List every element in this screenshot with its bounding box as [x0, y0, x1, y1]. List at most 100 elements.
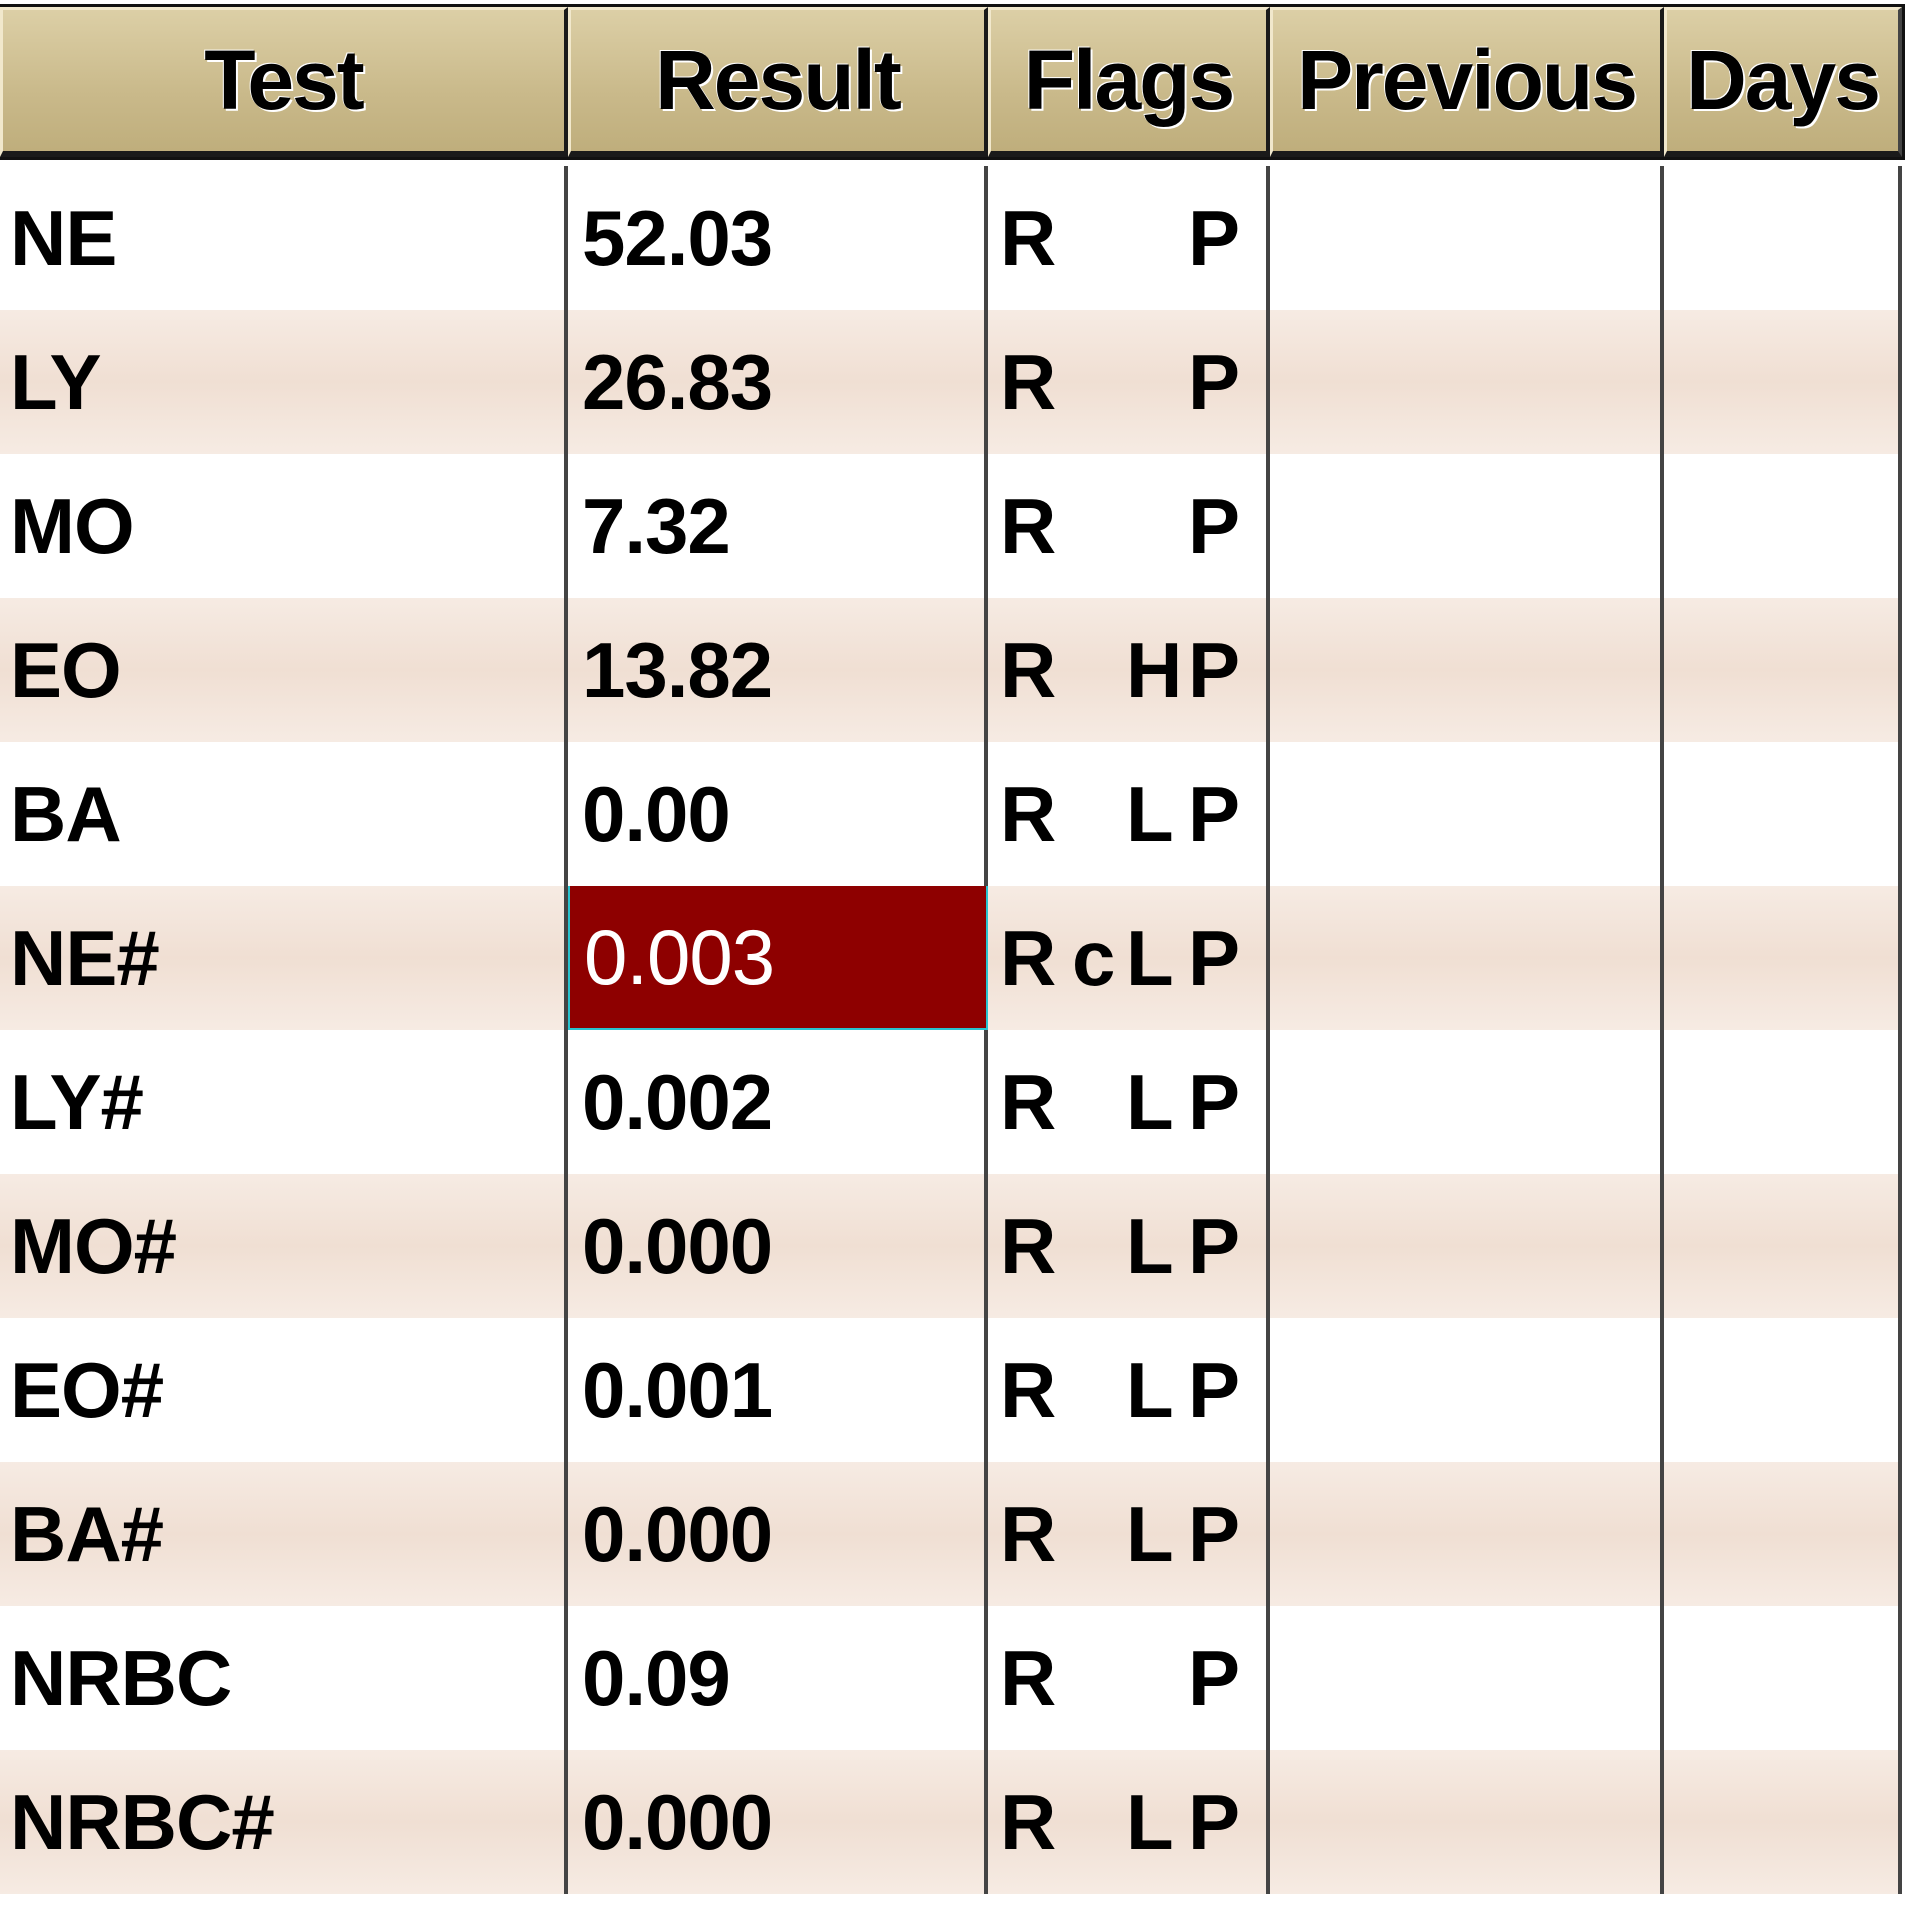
column-header-previous[interactable]: Previous	[1270, 7, 1664, 157]
test-name-cell[interactable]: NE	[0, 166, 568, 310]
flag-hl: L	[1126, 770, 1174, 858]
result-value-cell[interactable]: 0.09	[568, 1606, 988, 1750]
flag-r: R	[1000, 482, 1056, 570]
column-header-days[interactable]: Days	[1664, 7, 1902, 157]
table-row[interactable]: LY# 0.002 R L P	[0, 1030, 1905, 1174]
flag-p: P	[1188, 770, 1240, 858]
table-row[interactable]: BA 0.00 R L P	[0, 742, 1905, 886]
days-cell[interactable]	[1664, 166, 1902, 310]
previous-value-cell[interactable]	[1270, 1174, 1664, 1318]
result-value-cell[interactable]: 0.000	[568, 1462, 988, 1606]
days-cell[interactable]	[1664, 742, 1902, 886]
column-header-result[interactable]: Result	[568, 7, 988, 157]
table-row[interactable]: LY 26.83 R P	[0, 310, 1905, 454]
test-name-cell[interactable]: BA	[0, 742, 568, 886]
test-name-cell[interactable]: NE#	[0, 886, 568, 1030]
previous-value-cell[interactable]	[1270, 310, 1664, 454]
days-cell[interactable]	[1664, 1318, 1902, 1462]
table-row[interactable]: MO# 0.000 R L P	[0, 1174, 1905, 1318]
test-name-cell[interactable]: BA#	[0, 1462, 568, 1606]
table-row[interactable]: EO# 0.001 R L P	[0, 1318, 1905, 1462]
result-value-cell[interactable]: 0.00	[568, 742, 988, 886]
previous-value-cell[interactable]	[1270, 1606, 1664, 1750]
table-row[interactable]: EO 13.82 R H P	[0, 598, 1905, 742]
days-cell[interactable]	[1664, 1750, 1902, 1894]
result-value-cell[interactable]: 0.001	[568, 1318, 988, 1462]
flag-r: R	[1000, 1202, 1056, 1290]
previous-value-cell[interactable]	[1270, 166, 1664, 310]
test-name-cell[interactable]: NRBC#	[0, 1750, 568, 1894]
flag-c: c	[1072, 914, 1115, 1002]
flag-p: P	[1188, 626, 1240, 714]
days-cell[interactable]	[1664, 1606, 1902, 1750]
flag-p: P	[1188, 1634, 1240, 1722]
previous-value-cell[interactable]	[1270, 454, 1664, 598]
flag-p: P	[1188, 482, 1240, 570]
days-cell[interactable]	[1664, 598, 1902, 742]
result-value-cell[interactable]: 52.03	[568, 166, 988, 310]
table-row[interactable]: NE 52.03 R P	[0, 166, 1905, 310]
flag-hl: L	[1126, 1202, 1174, 1290]
test-name-cell[interactable]: EO	[0, 598, 568, 742]
test-name-cell[interactable]: MO	[0, 454, 568, 598]
days-cell[interactable]	[1664, 886, 1902, 1030]
previous-value-cell[interactable]	[1270, 1030, 1664, 1174]
flag-hl: L	[1126, 914, 1174, 1002]
previous-value-cell[interactable]	[1270, 1318, 1664, 1462]
column-header-flags[interactable]: Flags	[988, 7, 1270, 157]
result-value-cell[interactable]: 0.000	[568, 1174, 988, 1318]
flag-r: R	[1000, 626, 1056, 714]
table-row[interactable]: NRBC# 0.000 R L P	[0, 1750, 1905, 1894]
days-cell[interactable]	[1664, 1462, 1902, 1606]
result-value-cell[interactable]: 0.003	[568, 886, 988, 1030]
flag-hl: L	[1126, 1058, 1174, 1146]
days-cell[interactable]	[1664, 1030, 1902, 1174]
flag-hl: L	[1126, 1778, 1174, 1866]
table-row[interactable]: NRBC 0.09 R P	[0, 1606, 1905, 1750]
result-value-cell[interactable]: 7.32	[568, 454, 988, 598]
days-cell[interactable]	[1664, 454, 1902, 598]
days-cell[interactable]	[1664, 310, 1902, 454]
test-name-cell[interactable]: NRBC	[0, 1606, 568, 1750]
result-value-cell[interactable]: 26.83	[568, 310, 988, 454]
test-name-cell[interactable]: LY#	[0, 1030, 568, 1174]
flag-p: P	[1188, 1346, 1240, 1434]
flag-p: P	[1188, 194, 1240, 282]
flag-hl: L	[1126, 1490, 1174, 1578]
table-row[interactable]: BA# 0.000 R L P	[0, 1462, 1905, 1606]
flag-r: R	[1000, 914, 1056, 1002]
previous-value-cell[interactable]	[1270, 1750, 1664, 1894]
flag-hl: H	[1126, 626, 1182, 714]
header-row: Test Result Flags Previous Days	[0, 4, 1905, 160]
flag-p: P	[1188, 1058, 1240, 1146]
flag-r: R	[1000, 1346, 1056, 1434]
table-row[interactable]: MO 7.32 R P	[0, 454, 1905, 598]
test-name-cell[interactable]: LY	[0, 310, 568, 454]
previous-value-cell[interactable]	[1270, 598, 1664, 742]
result-value-cell[interactable]: 0.002	[568, 1030, 988, 1174]
flag-r: R	[1000, 1634, 1056, 1722]
previous-value-cell[interactable]	[1270, 742, 1664, 886]
days-cell[interactable]	[1664, 1174, 1902, 1318]
result-value-cell[interactable]: 0.000	[568, 1750, 988, 1894]
previous-value-cell[interactable]	[1270, 1462, 1664, 1606]
column-header-test[interactable]: Test	[0, 7, 568, 157]
test-name-cell[interactable]: MO#	[0, 1174, 568, 1318]
previous-value-cell[interactable]	[1270, 886, 1664, 1030]
test-name-cell[interactable]: EO#	[0, 1318, 568, 1462]
result-value-cell[interactable]: 13.82	[568, 598, 988, 742]
